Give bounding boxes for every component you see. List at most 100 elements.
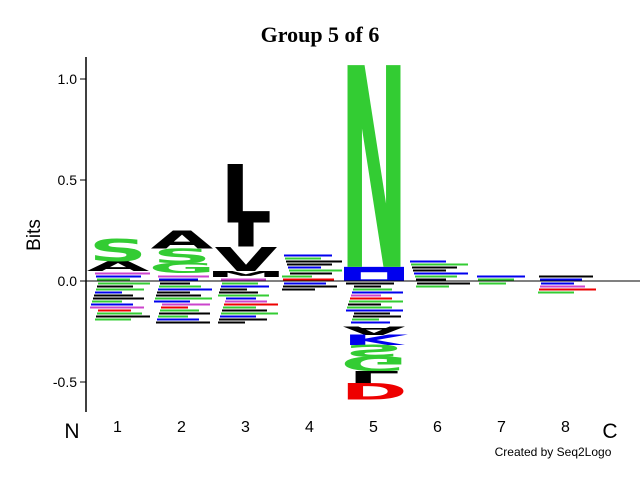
logo-minor-letter: [221, 285, 269, 288]
logo-minor-letter: [413, 269, 446, 272]
logo-letter-V: V: [215, 240, 278, 279]
logo-minor-letter: [97, 278, 130, 281]
logo-minor-letter: [282, 275, 312, 278]
logo-minor-letter: [96, 315, 150, 318]
logo-minor-letter: [221, 278, 266, 281]
y-tick-label: 1.0: [58, 71, 78, 87]
logo-letter-G: G: [149, 260, 216, 276]
x-tick-label: 4: [305, 419, 314, 436]
svg-text:M: M: [206, 269, 287, 279]
logo-minor-letter: [220, 315, 256, 318]
logo-minor-letter: [352, 318, 379, 321]
logo-minor-letter: [158, 275, 209, 278]
logo-minor-letter: [156, 321, 210, 324]
y-tick-label: 0.0: [58, 273, 78, 289]
logo-minor-letter: [219, 291, 258, 294]
logo-minor-letter: [283, 285, 337, 288]
logo-minor-letter: [348, 303, 381, 306]
svg-text:L: L: [348, 367, 400, 386]
svg-text:G: G: [341, 352, 408, 375]
x-tick-label: 1: [113, 419, 122, 436]
y-axis-label: Bits: [24, 219, 45, 251]
logo-minor-letter: [160, 282, 190, 285]
logo-minor-letter: [346, 309, 403, 312]
logo-minor-letter: [287, 263, 332, 266]
logo-minor-letter: [538, 291, 574, 294]
credit-text: Created by Seq2Logo: [495, 445, 612, 459]
n-terminal-label: N: [64, 420, 79, 443]
logo-letter-N: N: [340, 12, 408, 334]
logo-minor-letter: [218, 294, 269, 297]
svg-text:S: S: [89, 233, 147, 268]
x-tick-label: 8: [561, 419, 570, 436]
logo-minor-letter: [96, 275, 141, 278]
logo-minor-letter: [540, 278, 582, 281]
logo-minor-letter: [351, 294, 381, 297]
svg-text:V: V: [215, 240, 278, 279]
logo-minor-letter: [284, 282, 326, 285]
y-axis-ticks: 1.0 0.5 0.0 -0.5: [53, 71, 86, 390]
logo-minor-letter: [158, 288, 212, 291]
logo-letter-A: A: [343, 324, 406, 337]
logo-minor-letter: [158, 315, 188, 318]
logo-minor-letter: [350, 297, 392, 300]
svg-text:D: D: [340, 377, 407, 403]
logo-letter-H-gap: [360, 272, 388, 280]
logo-letter-D: D: [340, 377, 407, 403]
logo-minor-letter: [223, 306, 256, 309]
logo-minor-letter: [290, 272, 332, 275]
logo-minor-letter: [539, 275, 593, 278]
logo-minor-letter: [93, 297, 144, 300]
logo-minor-letter: [282, 288, 315, 291]
logo-minor-letter: [353, 315, 401, 318]
logo-minor-letter: [160, 309, 199, 312]
logo-minor-letter: [353, 288, 392, 291]
logo-letter-I: I: [231, 216, 261, 255]
logo-letter-A: A: [87, 258, 150, 274]
logo-letter-S: S: [345, 341, 403, 360]
logo-letter-L: L: [220, 149, 272, 243]
y-tick-label: -0.5: [53, 374, 77, 390]
logo-minor-letter: [98, 282, 150, 285]
logo-minor-letter: [539, 288, 596, 291]
svg-text:S: S: [345, 341, 403, 360]
logo-minor-letter: [540, 285, 585, 288]
logo-minor-letter: [351, 321, 390, 324]
logo-minor-letter: [162, 303, 210, 306]
logo-minor-letter: [354, 312, 390, 315]
logo-minor-letter: [286, 260, 342, 263]
x-axis-position-labels: 1 2 3 4 5 6 7 8: [113, 419, 570, 436]
logo-minor-letter: [156, 294, 201, 297]
logo-minor-letter: [218, 321, 245, 324]
logo-minor-letter: [285, 257, 321, 260]
svg-text:N: N: [340, 12, 408, 334]
logo-minor-letter: [354, 285, 381, 288]
logo-minor-letter: [220, 288, 247, 291]
logo-minor-letter: [222, 282, 258, 285]
logo-minor-letter: [477, 275, 525, 278]
logo-minor-letter: [346, 282, 394, 285]
logo-minor-letter: [416, 285, 449, 288]
logo-minor-letter: [289, 269, 342, 272]
logo-minor-letter: [98, 309, 131, 312]
svg-text:A: A: [151, 226, 215, 255]
logo-minor-letter: [90, 306, 144, 309]
logo-minor-letter: [96, 288, 144, 291]
logo-letter-S: S: [153, 245, 211, 268]
logo-minor-letter: [159, 285, 201, 288]
logo-minor-letter: [222, 309, 267, 312]
c-terminal-label: C: [602, 420, 617, 443]
logo-minor-letter: [95, 318, 131, 321]
svg-text:A: A: [343, 324, 406, 337]
logo-minor-letter: [219, 318, 267, 321]
logo-minor-letter: [349, 300, 403, 303]
logo-minor-letter: [541, 282, 574, 285]
logo-letter-G: G: [341, 352, 408, 375]
logo-minor-letter: [155, 297, 212, 300]
logo-minor-letter: [479, 282, 506, 285]
logo-letter-S: S: [89, 233, 147, 268]
logo-minor-letter: [225, 300, 267, 303]
